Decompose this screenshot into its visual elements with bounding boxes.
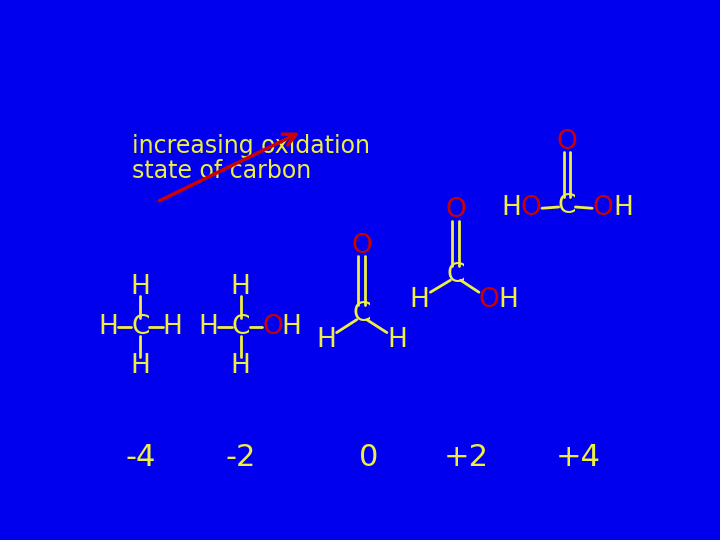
Text: C: C	[446, 262, 464, 288]
Text: C: C	[231, 314, 250, 340]
Text: H: H	[498, 287, 518, 313]
Text: 0: 0	[359, 443, 379, 472]
Text: state of carbon: state of carbon	[132, 159, 311, 183]
Text: O: O	[593, 195, 613, 221]
Text: -4: -4	[125, 443, 156, 472]
Text: H: H	[281, 314, 301, 340]
Text: H: H	[317, 327, 336, 353]
Text: C: C	[353, 301, 371, 327]
Text: O: O	[557, 129, 577, 155]
Text: H: H	[409, 287, 429, 313]
Text: H: H	[98, 314, 118, 340]
Text: H: H	[130, 353, 150, 379]
Text: H: H	[163, 314, 183, 340]
Text: H: H	[613, 195, 633, 221]
Text: -2: -2	[225, 443, 256, 472]
Text: C: C	[558, 193, 576, 219]
Text: O: O	[479, 287, 500, 313]
Text: H: H	[230, 353, 251, 379]
Text: H: H	[198, 314, 218, 340]
Text: +2: +2	[444, 443, 489, 472]
Text: H: H	[387, 327, 407, 353]
Text: C: C	[131, 314, 150, 340]
Text: H: H	[501, 195, 521, 221]
Text: H: H	[230, 274, 251, 300]
Text: O: O	[521, 195, 541, 221]
Text: O: O	[445, 197, 466, 224]
Text: increasing oxidation: increasing oxidation	[132, 134, 370, 158]
Text: O: O	[263, 314, 284, 340]
Text: O: O	[351, 233, 372, 259]
Text: H: H	[130, 274, 150, 300]
Text: +4: +4	[556, 443, 600, 472]
